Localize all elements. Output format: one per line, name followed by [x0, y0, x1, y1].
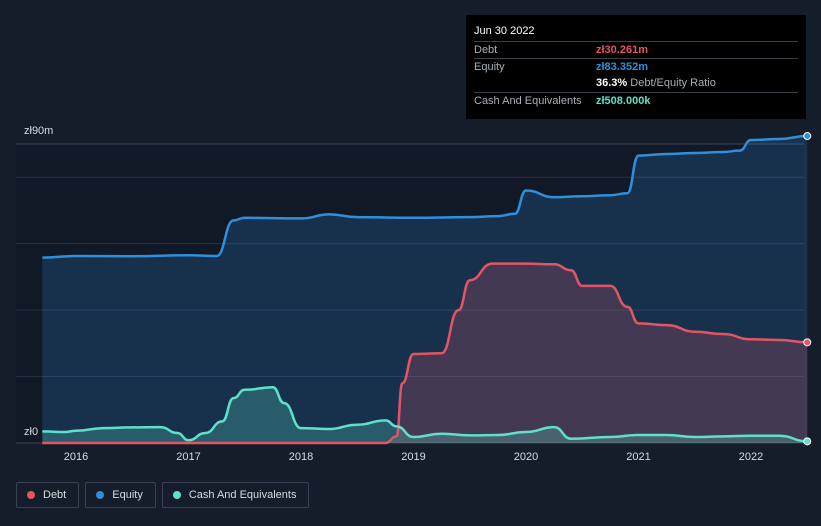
equity-line: [42, 134, 808, 259]
x-tick-label: 2016: [64, 451, 88, 463]
equity-end-marker: [803, 132, 812, 141]
equity-area: [42, 136, 808, 443]
y-label-zero: zł0: [24, 426, 38, 438]
x-tick-label: 2018: [289, 451, 313, 463]
debt-area: [42, 263, 808, 443]
x-tick-label: 2020: [514, 451, 538, 463]
tooltip-row-cash: Cash And Equivalents zł508.000k: [474, 92, 798, 110]
plot-background: [16, 144, 804, 443]
tooltip-cash-label: Cash And Equivalents: [474, 95, 582, 107]
debt-line: [42, 262, 808, 445]
x-tick-label: 2017: [176, 451, 200, 463]
x-tick-label: 2019: [401, 451, 425, 463]
legend-equity-label: Equity: [112, 489, 143, 501]
debt-dot-icon: [27, 491, 35, 499]
tooltip-row-ratio: 36.3% Debt/Equity Ratio: [474, 75, 798, 92]
legend-debt-label: Debt: [43, 489, 67, 501]
tooltip-equity-value: zł83.352m: [596, 61, 648, 73]
legend-item-debt[interactable]: Debt: [16, 482, 80, 508]
tooltip-equity-label: Equity: [474, 61, 505, 73]
x-tick-label: 2021: [626, 451, 650, 463]
tooltip-row-debt: Debt zł30.261m: [474, 41, 798, 59]
x-tick-label: 2022: [739, 451, 763, 463]
tooltip-row-equity: Equity zł83.352m: [474, 58, 798, 76]
tooltip-cash-value: zł508.000k: [596, 95, 651, 107]
tooltip-ratio-label: Debt/Equity Ratio: [630, 77, 716, 89]
tooltip-ratio-value: 36.3%: [596, 77, 628, 89]
cash-dot-icon: [172, 491, 181, 499]
tooltip-debt-label: Debt: [474, 44, 498, 56]
debt-end-marker: [803, 338, 812, 347]
chart-legend: Debt Equity Cash And Equivalents: [16, 482, 310, 508]
data-tooltip: Jun 30 2022 Debt zł30.261m Equity zł83.3…: [466, 15, 806, 119]
tooltip-date: Jun 30 2022: [474, 25, 535, 37]
legend-item-cash[interactable]: Cash And Equivalents: [161, 482, 310, 508]
cash-area: [42, 387, 808, 443]
cash-line: [42, 385, 808, 443]
legend-cash-label: Cash And Equivalents: [188, 489, 297, 501]
cash-end-marker: [803, 437, 812, 446]
legend-item-equity[interactable]: Equity: [85, 482, 156, 508]
y-label-max: zł90m: [24, 125, 53, 137]
tooltip-debt-value: zł30.261m: [596, 44, 648, 56]
equity-dot-icon: [96, 491, 105, 499]
